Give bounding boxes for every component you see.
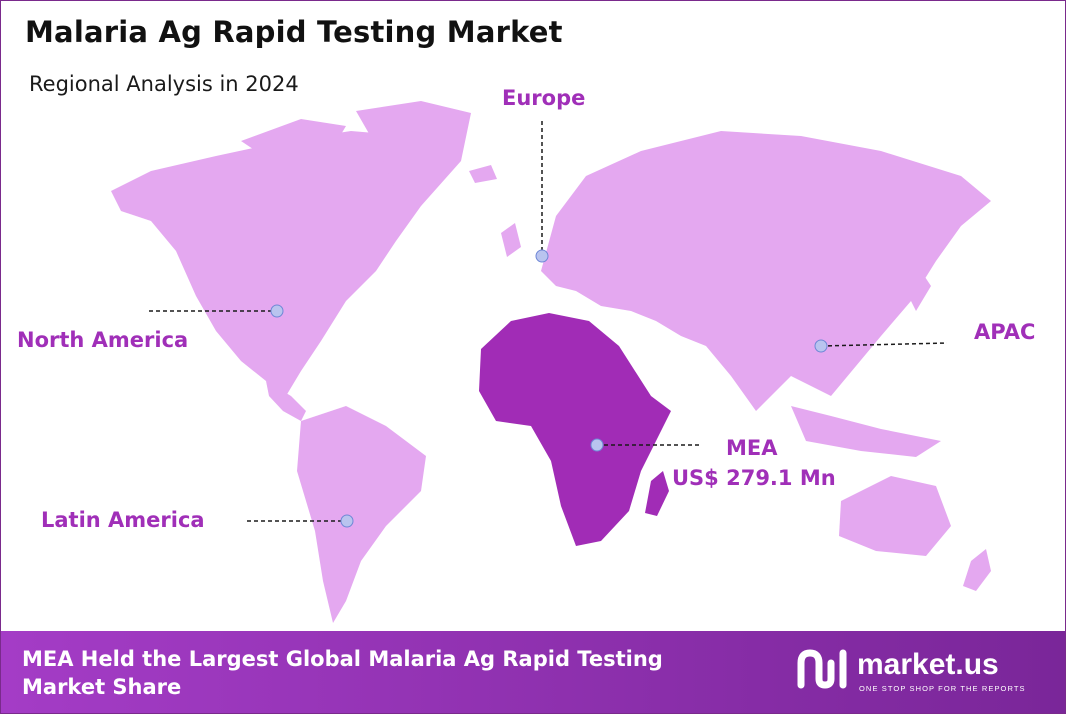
region-label-mea-block: MEA US$ 279.1 Mn <box>672 433 836 493</box>
region-label-north-america: North America <box>17 328 189 352</box>
land-greenland <box>356 101 471 206</box>
land-japan <box>906 271 931 311</box>
land-iceland <box>469 165 497 183</box>
land-australia <box>839 476 951 556</box>
brand-tagline: ONE STOP SHOP FOR THE REPORTS <box>859 684 1026 693</box>
marker-europe <box>535 249 549 263</box>
marker-north-america <box>270 304 284 318</box>
region-label-apac: APAC <box>974 320 1036 344</box>
land-maritime-southeast-asia <box>791 406 941 457</box>
brand-logo[interactable]: market.us ONE STOP SHOP FOR THE REPORTS <box>795 645 1025 695</box>
land-south-america <box>297 406 426 623</box>
region-label-mea: MEA <box>726 436 778 460</box>
land-new-zealand <box>963 549 991 591</box>
marker-mea <box>590 438 604 452</box>
land-eurasia <box>541 131 991 411</box>
region-value-mea: US$ 279.1 Mn <box>672 466 836 490</box>
brand-name: market.us <box>857 648 999 681</box>
land-central-america <box>266 381 306 421</box>
leader-line-apac <box>820 342 948 347</box>
page-title: Malaria Ag Rapid Testing Market <box>25 15 563 49</box>
region-label-latin-america: Latin America <box>41 508 205 532</box>
land-africa-mea <box>479 313 671 546</box>
marker-apac <box>814 339 828 353</box>
land-madagascar <box>645 471 669 516</box>
land-north-america <box>111 131 441 396</box>
world-map <box>111 101 991 623</box>
footer-banner: MEA Held the Largest Global Malaria Ag R… <box>1 631 1065 713</box>
market-us-logo-icon <box>797 649 847 689</box>
region-label-europe: Europe <box>502 86 586 110</box>
land-uk <box>501 223 521 257</box>
marker-latin-america <box>340 514 354 528</box>
land-arctic-islands <box>241 119 346 161</box>
page-subtitle: Regional Analysis in 2024 <box>29 72 299 96</box>
footer-headline: MEA Held the Largest Global Malaria Ag R… <box>22 647 663 699</box>
